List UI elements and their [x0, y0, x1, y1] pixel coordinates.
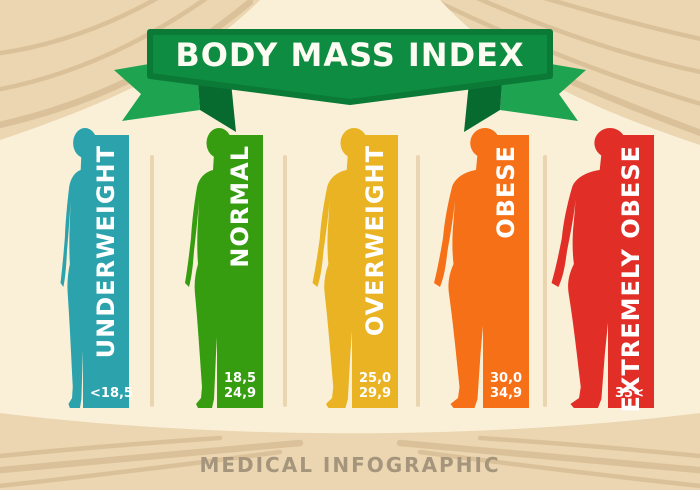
footer-label: MEDICAL INFOGRAPHIC — [199, 453, 501, 477]
range-line: 34,9 — [490, 385, 523, 401]
range-line: 24,9 — [224, 385, 257, 401]
category-range: 25,0 29,9 — [359, 372, 391, 401]
category-bar: UNDERWEIGHT <18,5 — [83, 135, 133, 408]
range-line: 30,0 — [490, 371, 523, 387]
category-range: 18,5 24,9 — [224, 372, 256, 401]
page-title: BODY MASS INDEX — [175, 36, 525, 74]
band-stripes-bottom-right — [396, 435, 700, 489]
category-overweight: OVERWEIGHT 25,0 29,9 — [295, 120, 455, 412]
separator-line — [150, 155, 154, 407]
category-range: 35< — [615, 385, 644, 401]
category-range: 30,0 34,9 — [490, 372, 522, 401]
category-bar: OBESE 30,0 34,9 — [483, 135, 529, 408]
category-bar: OVERWEIGHT 25,0 29,9 — [352, 135, 398, 408]
range-line: 18,5 — [224, 371, 257, 387]
category-label: OVERWEIGHT — [361, 145, 389, 337]
category-underweight: UNDERWEIGHT <18,5 — [26, 120, 186, 412]
separator-line — [283, 155, 287, 407]
category-label: EXTREMELY OBESE — [617, 145, 645, 413]
corner-stripes-top-left — [0, 0, 254, 129]
range-line: 35< — [615, 385, 644, 401]
category-separators — [150, 155, 547, 407]
category-extremely-obese: EXTREMELY OBESE 35< — [551, 120, 700, 412]
category-normal: NORMAL 18,5 24,9 — [160, 120, 320, 412]
category-bar: NORMAL 18,5 24,9 — [217, 135, 263, 408]
category-label: NORMAL — [226, 145, 254, 268]
separator-line — [416, 155, 420, 407]
band-stripes-bottom-left — [0, 435, 304, 489]
separator-line — [543, 155, 547, 407]
category-label: OBESE — [492, 145, 520, 239]
range-line: 29,9 — [359, 385, 392, 401]
range-line: <18,5 — [90, 385, 133, 401]
category-range: <18,5 — [90, 385, 133, 401]
title-ribbon — [114, 29, 586, 132]
category-label: UNDERWEIGHT — [92, 145, 120, 359]
category-bar: EXTREMELY OBESE 35< — [608, 135, 654, 412]
ribbon-banner-face — [147, 29, 553, 105]
range-line: 25,0 — [359, 371, 392, 387]
category-obese: OBESE 30,0 34,9 — [426, 120, 586, 412]
